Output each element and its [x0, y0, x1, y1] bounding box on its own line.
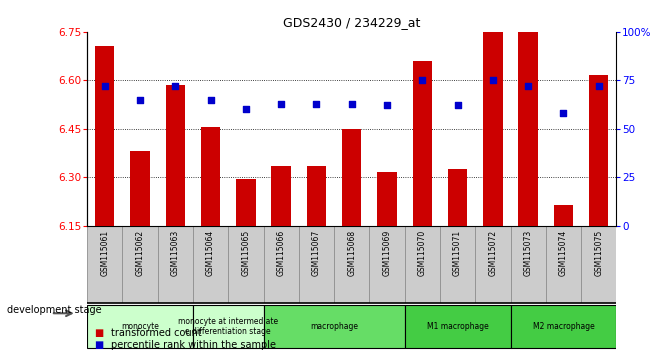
Bar	[87, 225, 123, 303]
Point	[417, 78, 427, 83]
Bar	[519, 32, 538, 225]
Bar	[123, 225, 157, 303]
Text: GSM115072: GSM115072	[488, 229, 497, 276]
Text: monocyte: monocyte	[121, 322, 159, 331]
Bar	[413, 61, 432, 225]
Bar	[193, 306, 263, 348]
Point	[99, 83, 110, 89]
Text: macrophage: macrophage	[310, 322, 358, 331]
Text: GSM115073: GSM115073	[524, 229, 533, 276]
Text: M2 macrophage: M2 macrophage	[533, 322, 594, 331]
Point	[346, 101, 357, 106]
Bar	[440, 225, 475, 303]
Bar	[157, 225, 193, 303]
Bar	[193, 225, 228, 303]
Text: GSM115074: GSM115074	[559, 229, 568, 276]
Bar	[511, 225, 546, 303]
Text: monocyte at intermediate
e differentiation stage: monocyte at intermediate e differentiati…	[178, 317, 278, 337]
Point	[170, 83, 181, 89]
Point	[276, 101, 287, 106]
Bar	[589, 75, 608, 225]
Text: M1 macrophage: M1 macrophage	[427, 322, 488, 331]
Text: GSM115063: GSM115063	[171, 229, 180, 276]
Text: GSM115062: GSM115062	[135, 229, 145, 276]
Bar	[131, 152, 149, 225]
Bar	[271, 166, 291, 225]
Text: GSM115070: GSM115070	[418, 229, 427, 276]
Point	[452, 103, 463, 108]
Point	[488, 78, 498, 83]
Text: development stage: development stage	[7, 305, 101, 315]
Bar	[263, 306, 405, 348]
Bar	[377, 172, 397, 225]
Bar	[228, 225, 263, 303]
Bar	[299, 225, 334, 303]
Bar	[581, 225, 616, 303]
Bar	[475, 225, 511, 303]
Bar	[546, 225, 581, 303]
Text: GSM115069: GSM115069	[383, 229, 391, 276]
Bar	[369, 225, 405, 303]
Text: ■: ■	[94, 329, 103, 338]
Bar	[342, 129, 361, 225]
Text: GSM115061: GSM115061	[100, 229, 109, 276]
Bar	[95, 46, 115, 225]
Point	[594, 83, 604, 89]
Bar	[165, 85, 185, 225]
Point	[523, 83, 533, 89]
Point	[311, 101, 322, 106]
Bar	[201, 127, 220, 225]
Text: GSM115066: GSM115066	[277, 229, 285, 276]
Title: GDS2430 / 234229_at: GDS2430 / 234229_at	[283, 16, 421, 29]
Bar	[405, 306, 511, 348]
Bar	[334, 225, 369, 303]
Text: transformed count: transformed count	[111, 329, 201, 338]
Text: percentile rank within the sample: percentile rank within the sample	[111, 340, 275, 350]
Bar	[448, 169, 467, 225]
Point	[382, 103, 393, 108]
Bar	[511, 306, 616, 348]
Point	[135, 97, 145, 103]
Point	[241, 107, 251, 112]
Bar	[237, 179, 255, 225]
Text: ■: ■	[94, 340, 103, 350]
Bar	[554, 205, 573, 225]
Text: GSM115065: GSM115065	[241, 229, 251, 276]
Bar	[483, 32, 502, 225]
Text: GSM115068: GSM115068	[347, 229, 356, 276]
Bar	[405, 225, 440, 303]
Bar	[307, 166, 326, 225]
Text: GSM115075: GSM115075	[594, 229, 603, 276]
Text: GSM115067: GSM115067	[312, 229, 321, 276]
Bar	[87, 306, 193, 348]
Point	[205, 97, 216, 103]
Point	[558, 110, 569, 116]
Text: GSM115071: GSM115071	[453, 229, 462, 276]
Bar	[263, 225, 299, 303]
Text: GSM115064: GSM115064	[206, 229, 215, 276]
